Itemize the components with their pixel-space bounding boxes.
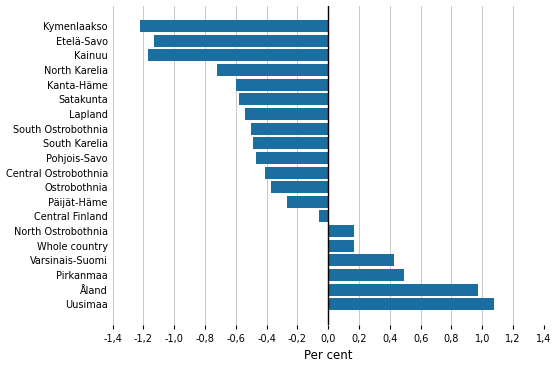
- Bar: [253, 137, 328, 149]
- Bar: [265, 167, 328, 178]
- Bar: [251, 123, 328, 135]
- Bar: [328, 298, 495, 310]
- Bar: [154, 35, 328, 47]
- Bar: [271, 181, 328, 193]
- Bar: [319, 210, 328, 223]
- Bar: [287, 196, 328, 208]
- X-axis label: Per cent: Per cent: [304, 350, 353, 362]
- Bar: [245, 108, 328, 120]
- Bar: [236, 79, 328, 91]
- Bar: [256, 152, 328, 164]
- Bar: [328, 284, 477, 296]
- Bar: [148, 49, 328, 61]
- Bar: [328, 269, 404, 281]
- Bar: [140, 20, 328, 32]
- Bar: [328, 225, 354, 237]
- Bar: [328, 240, 354, 252]
- Bar: [239, 93, 328, 105]
- Bar: [328, 254, 394, 266]
- Bar: [217, 64, 328, 76]
